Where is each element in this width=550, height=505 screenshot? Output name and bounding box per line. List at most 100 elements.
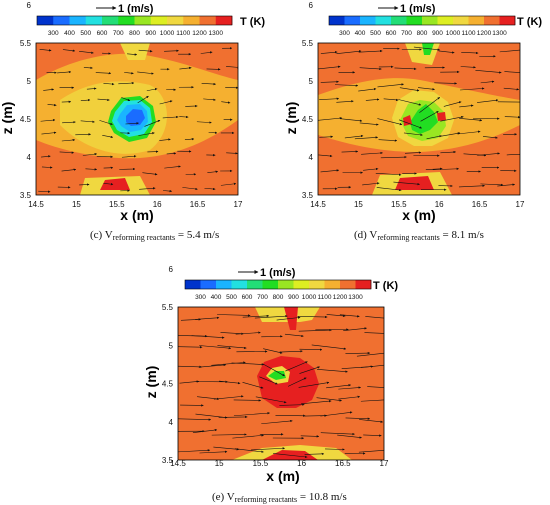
legend-color-bar: [328, 15, 516, 26]
velocity-vector: [221, 101, 231, 104]
x-tick-label: 14.5: [170, 459, 186, 468]
velocity-vector: [217, 314, 251, 317]
velocity-vector: [213, 446, 240, 451]
velocity-vector: [276, 316, 301, 321]
velocity-vector: [142, 172, 158, 176]
velocity-vector: [482, 136, 498, 139]
velocity-vector: [80, 120, 95, 124]
legend-swatch: [134, 16, 152, 25]
velocity-vector: [403, 132, 423, 137]
velocity-vector: [480, 80, 495, 84]
z-tick-label: 6: [169, 265, 174, 274]
velocity-vector: [480, 183, 504, 187]
velocity-vector: [62, 120, 76, 124]
velocity-vector: [477, 99, 499, 103]
velocity-vector: [376, 187, 402, 192]
velocity-vector: [383, 98, 399, 102]
velocity-vector: [360, 399, 384, 402]
panel-d: 1 (m/s) T (K) 300 400 500 600 700 800 900 1000 1…: [283, 1, 542, 242]
legend-tick-label: 400: [355, 30, 366, 37]
velocity-vector: [263, 348, 283, 354]
velocity-vector: [378, 139, 398, 142]
velocity-vector: [146, 87, 158, 92]
legend-tick-label: 500: [370, 30, 381, 37]
velocity-vector: [97, 98, 110, 102]
velocity-vectors-e: [178, 314, 384, 459]
legend-swatch: [167, 16, 184, 25]
velocity-vector: [438, 50, 455, 54]
temperature-contour-c: [36, 43, 238, 195]
velocity-vector: [399, 87, 420, 92]
velocity-vectors-c: [38, 47, 238, 193]
velocity-vector: [195, 316, 220, 320]
velocity-vector: [159, 138, 171, 141]
legend-tick-label: 600: [242, 294, 253, 301]
legend-swatch: [360, 16, 376, 25]
temperature-contour-d: [318, 43, 520, 195]
z-tick-labels-d: 3.5 4 4.5 5 5.5 6: [302, 1, 314, 200]
legend-bar-frame: [184, 279, 372, 290]
velocity-vector: [325, 448, 345, 451]
z-tick-label: 4: [27, 153, 32, 162]
x-axis-label-d: x (m): [402, 207, 435, 223]
velocity-vector: [178, 345, 203, 349]
velocity-vector: [301, 399, 332, 405]
velocity-vector: [475, 69, 502, 74]
plot-frame-c: [35, 42, 239, 196]
velocity-vector: [417, 87, 435, 91]
velocity-vector: [279, 350, 303, 353]
legend-swatch: [69, 16, 87, 25]
x-tick-label: 17: [234, 200, 243, 209]
velocity-vector: [208, 131, 218, 134]
legend-tick-label: 300: [195, 294, 206, 301]
velocity-vector: [361, 151, 383, 155]
z-tick-label: 6: [309, 1, 314, 10]
legend-swatch: [406, 16, 423, 25]
velocity-vector: [242, 382, 264, 389]
velocity-vector: [365, 316, 384, 319]
velocity-vector: [121, 155, 137, 158]
legend-swatch: [499, 16, 516, 25]
velocity-vector: [62, 49, 76, 52]
velocity-vector: [85, 168, 98, 171]
velocity-vector: [138, 132, 155, 136]
velocity-vector: [79, 51, 94, 54]
velocity-vector: [43, 88, 54, 91]
velocity-vector: [460, 66, 476, 69]
velocity-vector: [426, 135, 442, 140]
velocity-vector: [334, 84, 359, 87]
velocity-vector: [338, 386, 361, 390]
legend-swatch: [85, 16, 103, 25]
velocity-vector: [273, 453, 308, 459]
z-tick-label: 5: [169, 341, 174, 350]
velocity-vector: [218, 415, 248, 419]
legend-bar-frame: [36, 15, 233, 26]
velocity-vector: [75, 133, 91, 136]
x-tick-label: 14.5: [28, 200, 44, 209]
velocity-vector: [320, 432, 355, 436]
z-tick-label: 5: [27, 77, 32, 86]
velocity-vector: [434, 82, 457, 85]
legend-swatch: [199, 16, 217, 25]
velocity-vector: [504, 71, 520, 73]
velocity-vector: [393, 181, 420, 186]
legend-swatch: [344, 16, 361, 25]
velocity-vector: [254, 315, 288, 319]
x-tick-label: 16.5: [472, 200, 488, 209]
velocity-vector: [198, 363, 227, 368]
velocity-vector: [182, 187, 198, 191]
panel-e: 1 (m/s) T (K) 300 400 500 600 700 800 900 1000 1…: [143, 265, 398, 504]
velocity-vector: [211, 361, 246, 366]
velocity-vector: [359, 122, 379, 126]
velocity-vector: [261, 419, 293, 425]
legend-variable-label: T (K): [373, 280, 398, 292]
legend-tick-label: 1300: [348, 294, 363, 301]
velocity-vector: [184, 137, 195, 141]
velocity-vector: [359, 67, 382, 71]
velocity-vector: [457, 130, 481, 135]
legend-tick-label: 1100: [462, 30, 476, 37]
velocity-vector: [203, 98, 216, 101]
velocity-vector: [316, 397, 342, 402]
velocity-vector: [178, 418, 212, 421]
velocity-vector: [199, 450, 228, 454]
